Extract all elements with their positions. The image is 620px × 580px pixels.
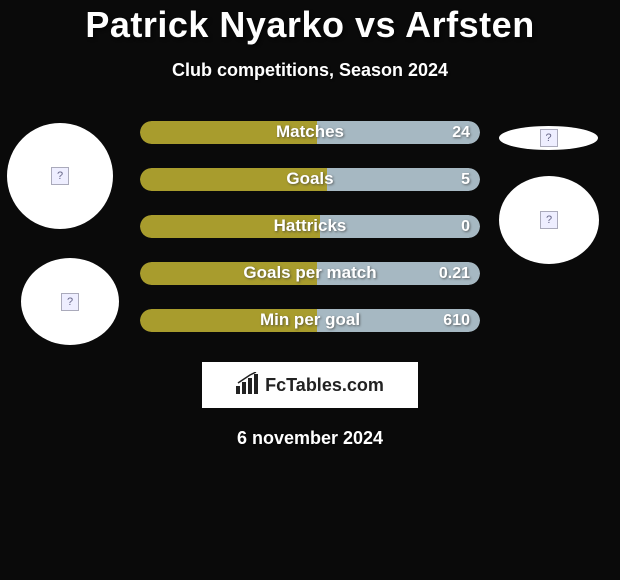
player-2-avatar: ? [499,126,598,150]
stat-value-right: 5 [461,168,470,191]
date-text: 6 november 2024 [0,428,620,449]
subtitle: Club competitions, Season 2024 [0,60,620,81]
stat-label: Goals [140,168,480,190]
comparison-card: Patrick Nyarko vs Arfsten Club competiti… [0,0,620,449]
stat-row: Matches24 [140,121,480,144]
stat-label: Goals per match [140,262,480,284]
stat-label: Matches [140,121,480,143]
stat-row: Min per goal610 [140,309,480,332]
stat-label: Hattricks [140,215,480,237]
player-2-club: ? [499,176,599,264]
page-title: Patrick Nyarko vs Arfsten [0,0,620,46]
stat-row: Hattricks0 [140,215,480,238]
broken-image-icon: ? [540,129,558,147]
stat-row: Goals5 [140,168,480,191]
stat-value-right: 0.21 [439,262,470,285]
broken-image-icon: ? [61,293,79,311]
stat-value-right: 24 [452,121,470,144]
stat-value-right: 0 [461,215,470,238]
brand-text: FcTables.com [265,375,384,396]
player-1-avatar: ? [7,123,113,229]
bar-chart-icon [236,372,262,399]
stat-row: Goals per match0.21 [140,262,480,285]
brand-badge: FcTables.com [202,362,418,408]
player-1-club: ? [21,258,119,345]
broken-image-icon: ? [540,211,558,229]
stat-value-right: 610 [443,309,470,332]
stat-label: Min per goal [140,309,480,331]
broken-image-icon: ? [51,167,69,185]
